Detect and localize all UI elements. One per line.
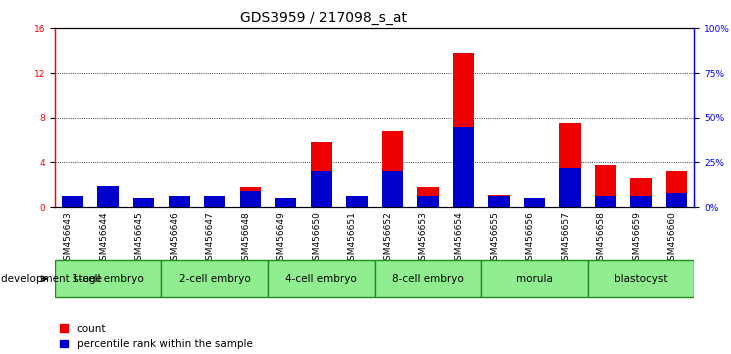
Text: GSM456645: GSM456645 (135, 211, 144, 266)
Text: GSM456651: GSM456651 (348, 211, 357, 266)
Bar (417, 187, 439, 207)
Text: GSM456643: GSM456643 (64, 211, 72, 266)
Bar (133, 201, 154, 207)
Bar (62, 196, 83, 207)
Bar (240, 187, 261, 207)
Text: GSM456650: GSM456650 (312, 211, 322, 266)
Bar (346, 200, 368, 207)
Bar (382, 171, 403, 207)
Bar (374, 261, 481, 297)
Bar (62, 201, 83, 207)
Text: GSM456644: GSM456644 (99, 211, 108, 266)
Bar (630, 196, 652, 207)
Bar (630, 178, 652, 207)
Text: 1-cell embryo: 1-cell embryo (72, 274, 144, 284)
Bar (204, 199, 225, 207)
Bar (169, 201, 190, 207)
Bar (595, 165, 616, 207)
Bar (488, 196, 510, 207)
Text: development stage: development stage (1, 274, 102, 284)
Text: 2-cell embryo: 2-cell embryo (179, 274, 251, 284)
Bar (595, 196, 616, 207)
Bar (524, 198, 545, 207)
Legend: count, percentile rank within the sample: count, percentile rank within the sample (60, 324, 253, 349)
Bar (666, 193, 687, 207)
Bar (97, 185, 118, 207)
Text: GSM456658: GSM456658 (596, 211, 605, 266)
Bar (559, 123, 580, 207)
Bar (524, 198, 545, 207)
Bar (162, 261, 268, 297)
Text: GSM456655: GSM456655 (490, 211, 499, 266)
Bar (481, 261, 588, 297)
Bar (275, 198, 297, 207)
Text: 4-cell embryo: 4-cell embryo (286, 274, 357, 284)
Text: GSM456646: GSM456646 (170, 211, 179, 266)
Bar (346, 196, 368, 207)
Bar (452, 53, 474, 207)
Bar (204, 196, 225, 207)
Bar (452, 127, 474, 207)
Text: morula: morula (516, 274, 553, 284)
Bar (488, 195, 510, 207)
Text: GSM456652: GSM456652 (383, 211, 393, 266)
Bar (55, 261, 162, 297)
Bar (666, 171, 687, 207)
Bar (588, 261, 694, 297)
Bar (268, 261, 374, 297)
Bar (382, 131, 403, 207)
Text: blastocyst: blastocyst (614, 274, 668, 284)
Text: GSM456654: GSM456654 (455, 211, 463, 266)
Text: GSM456659: GSM456659 (632, 211, 641, 266)
Text: GSM456647: GSM456647 (205, 211, 215, 266)
Bar (417, 196, 439, 207)
Text: GSM456649: GSM456649 (277, 211, 286, 266)
Text: GSM456657: GSM456657 (561, 211, 570, 266)
Bar (169, 196, 190, 207)
Bar (311, 142, 332, 207)
Text: GSM456648: GSM456648 (241, 211, 250, 266)
Text: GSM456660: GSM456660 (667, 211, 677, 266)
Text: GDS3959 / 217098_s_at: GDS3959 / 217098_s_at (240, 11, 407, 25)
Bar (133, 198, 154, 207)
Bar (559, 168, 580, 207)
Bar (275, 202, 297, 207)
Text: GSM456653: GSM456653 (419, 211, 428, 266)
Bar (240, 191, 261, 207)
Bar (311, 171, 332, 207)
Bar (97, 194, 118, 207)
Text: GSM456656: GSM456656 (526, 211, 534, 266)
Text: 8-cell embryo: 8-cell embryo (392, 274, 463, 284)
